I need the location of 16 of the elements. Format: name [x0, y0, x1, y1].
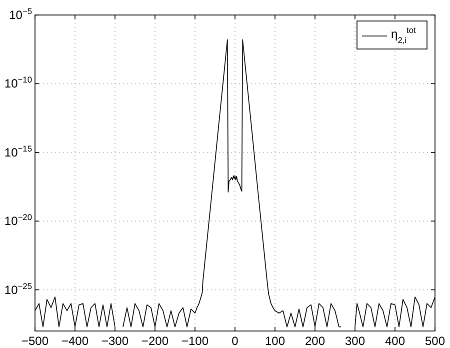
x-tick-label: 300 [344, 334, 366, 348]
x-tick-label: −400 [61, 334, 89, 348]
x-tick-label: 200 [304, 334, 326, 348]
x-tick-label: 400 [384, 334, 406, 348]
y-tick-label: 10$^{−5}$ [9, 6, 32, 22]
x-tick-label: −200 [141, 334, 169, 348]
x-tick-label: 500 [424, 334, 446, 348]
y-tick-label: 10$^{−25}$ [4, 280, 32, 297]
y-tick-label: 10$^{−20}$ [4, 212, 32, 228]
x-tick-label: 0 [232, 334, 239, 348]
x-tick-label: −300 [101, 334, 129, 348]
x-tick-label: −500 [21, 334, 49, 348]
y-tick-label: 10$^{−10}$ [4, 74, 32, 91]
x-tick-label: −100 [181, 334, 209, 348]
x-tick-label: 100 [264, 334, 286, 348]
y-tick-label: 10$^{−15}$ [4, 143, 32, 160]
